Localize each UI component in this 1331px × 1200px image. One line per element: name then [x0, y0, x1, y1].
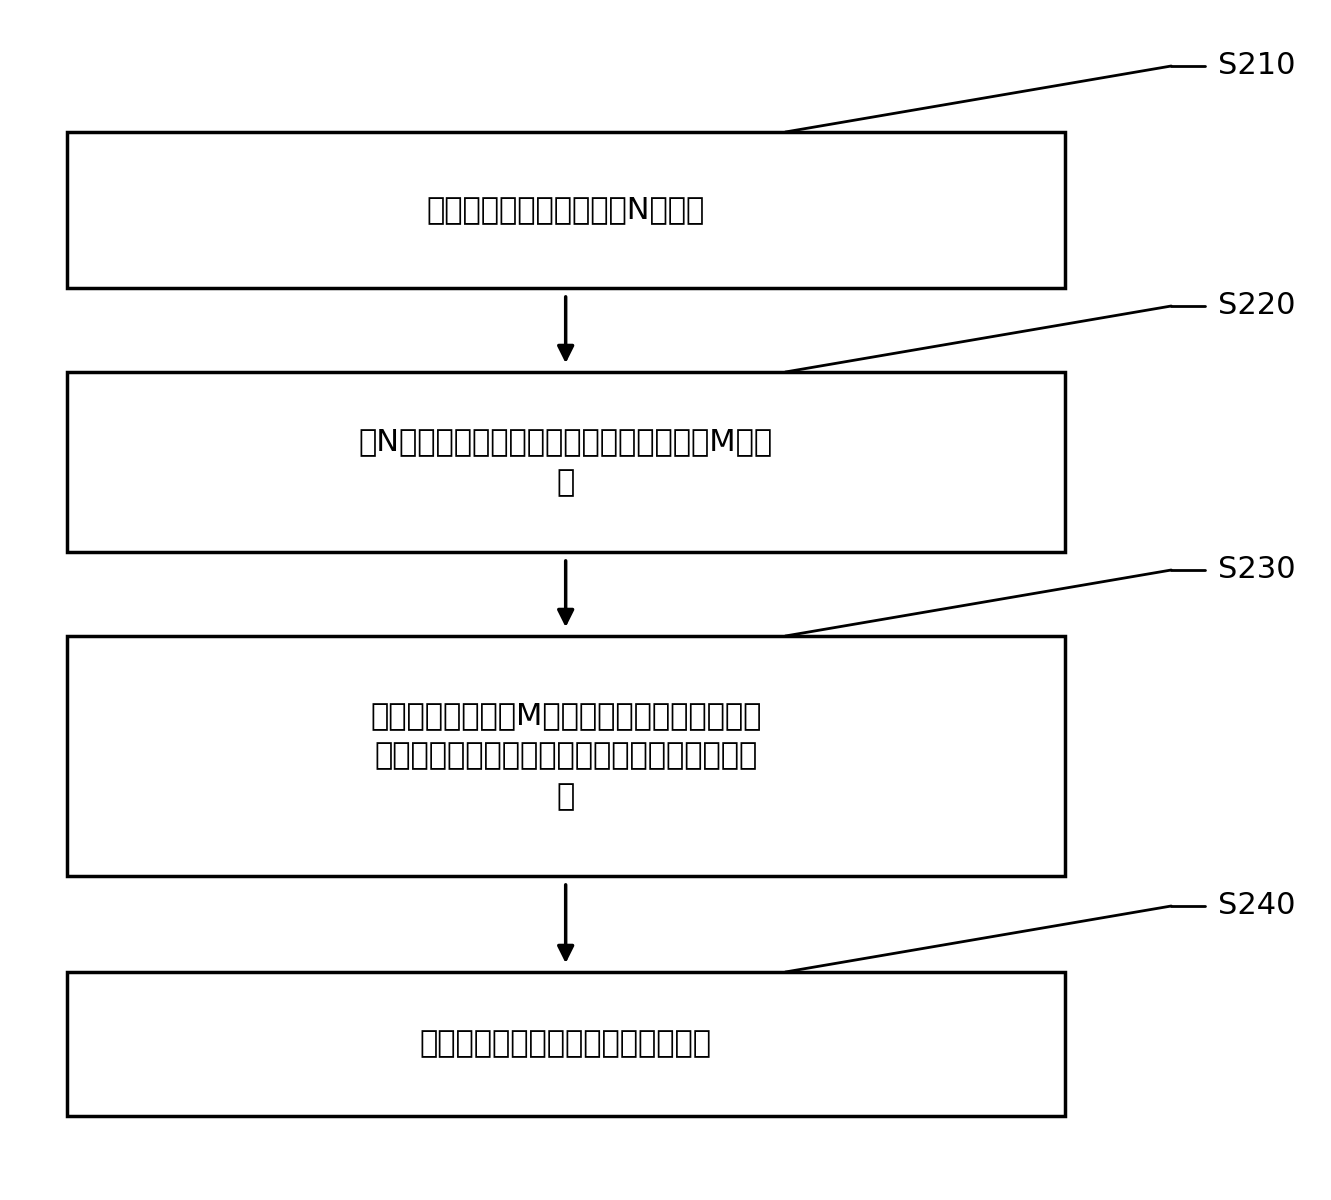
Bar — [67, 372, 1065, 552]
Text: 从N个字符中确定具有用户自定义区编码的M个字
符: 从N个字符中确定具有用户自定义区编码的M个字 符 — [358, 427, 773, 497]
Text: S210: S210 — [1218, 52, 1295, 80]
Text: S230: S230 — [1218, 556, 1295, 584]
Bar — [67, 636, 1065, 876]
Text: 根据编码映射表将M个字符的用户自定义区编码
转换为非用户自定义区编码，得到第二汉字字符
串: 根据编码映射表将M个字符的用户自定义区编码 转换为非用户自定义区编码，得到第二汉… — [370, 701, 761, 811]
Text: S240: S240 — [1218, 892, 1295, 920]
Text: 将第一汉字字符串分割为N个字符: 将第一汉字字符串分割为N个字符 — [426, 196, 705, 224]
Text: S220: S220 — [1218, 292, 1295, 320]
Bar — [67, 132, 1065, 288]
Text: 基于第二汉字字符串进行生僻字处理: 基于第二汉字字符串进行生僻字处理 — [419, 1030, 712, 1058]
Bar — [67, 972, 1065, 1116]
